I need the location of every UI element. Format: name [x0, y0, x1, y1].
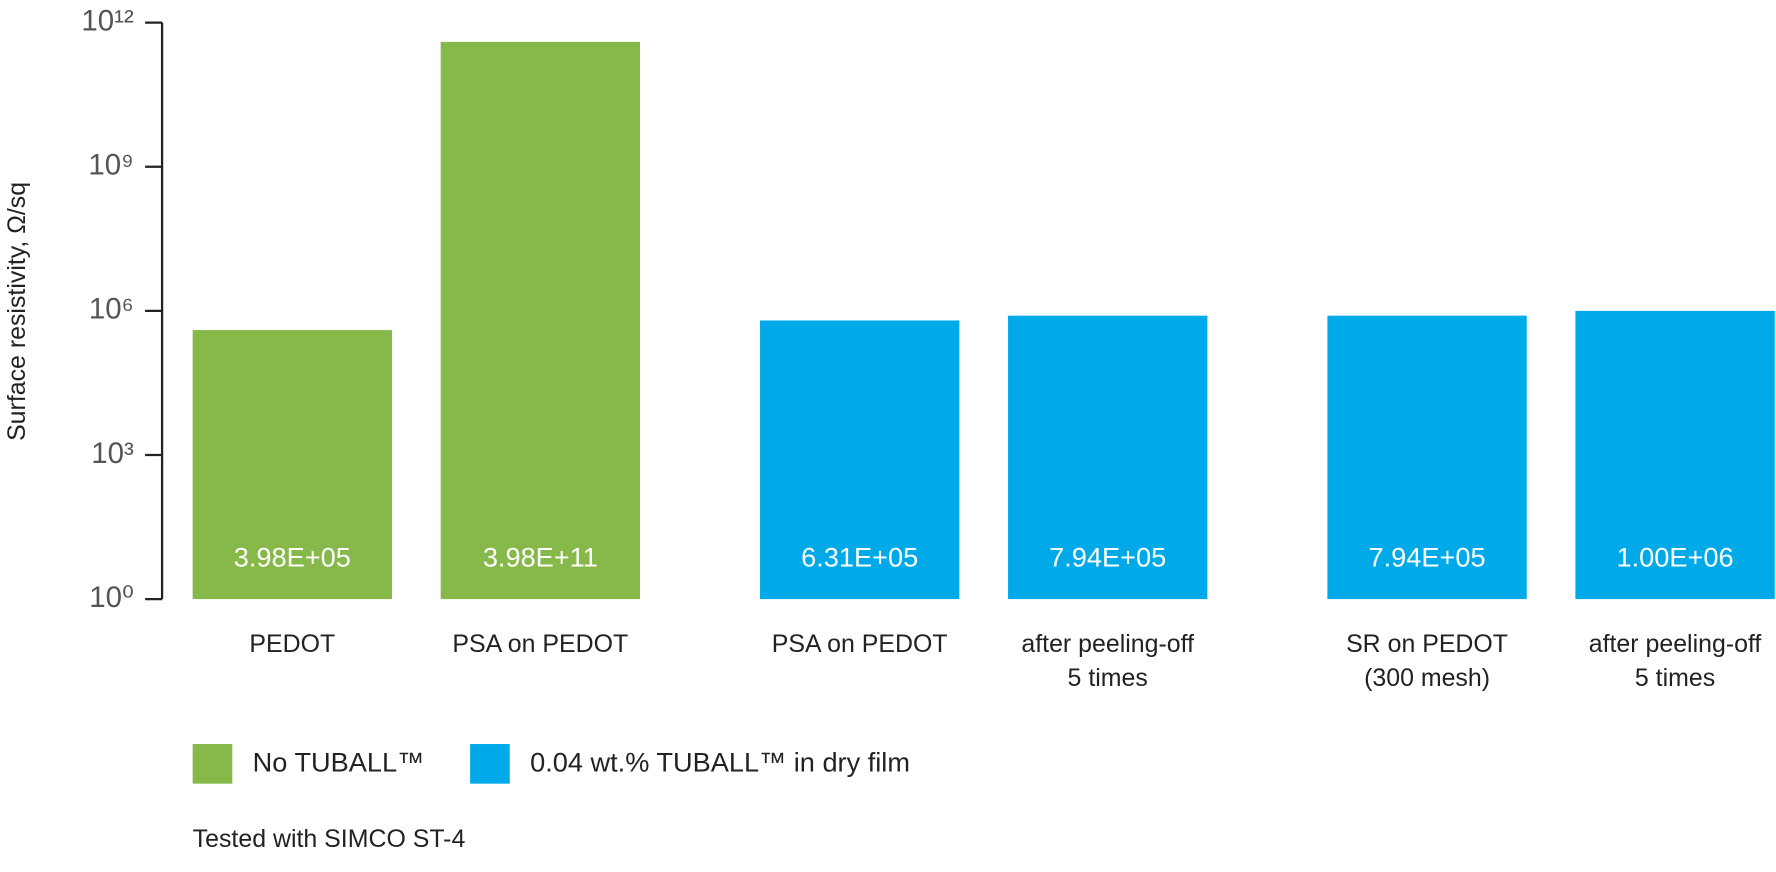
y-axis-label: Surface resistivity, Ω/sq: [3, 182, 31, 441]
x-tick-label: (300 mesh): [1364, 664, 1490, 692]
x-tick-label: 5 times: [1635, 664, 1715, 692]
bar: [440, 41, 640, 600]
legend-label: No TUBALL™: [253, 747, 425, 778]
bar: [1575, 310, 1775, 600]
x-tick-label: 5 times: [1068, 664, 1148, 692]
legend-swatch: [470, 744, 510, 784]
x-tick-label: PSA on PEDOT: [452, 630, 628, 658]
x-tick-label: after peeling-off: [1589, 630, 1762, 658]
bar: [1327, 315, 1527, 600]
y-tick-label: 10⁶: [89, 293, 134, 326]
value-label: 7.94E+05: [1049, 542, 1166, 573]
note: Tested with SIMCO ST-4: [193, 825, 466, 853]
x-tick-label: PSA on PEDOT: [772, 630, 948, 658]
value-label: 7.94E+05: [1369, 542, 1486, 573]
x-tick-label: PEDOT: [249, 630, 335, 658]
bar: [192, 330, 392, 600]
x-tick-label: SR on PEDOT: [1346, 630, 1508, 658]
legend-label: 0.04 wt.% TUBALL™ in dry film: [530, 747, 910, 778]
legend-swatch: [192, 744, 233, 784]
bar: [1008, 315, 1208, 600]
value-label: 6.31E+05: [801, 542, 918, 573]
y-tick-label: 10³: [91, 437, 134, 470]
value-label: 3.98E+11: [483, 542, 598, 573]
value-label: 3.98E+05: [234, 542, 351, 573]
y-tick-label: 10⁰: [89, 581, 134, 614]
value-label: 1.00E+06: [1617, 542, 1734, 573]
y-tick-label: 10¹²: [81, 4, 134, 37]
bar: [760, 320, 960, 600]
y-tick-label: 10⁹: [88, 149, 133, 182]
x-tick-label: after peeling-off: [1021, 630, 1194, 658]
